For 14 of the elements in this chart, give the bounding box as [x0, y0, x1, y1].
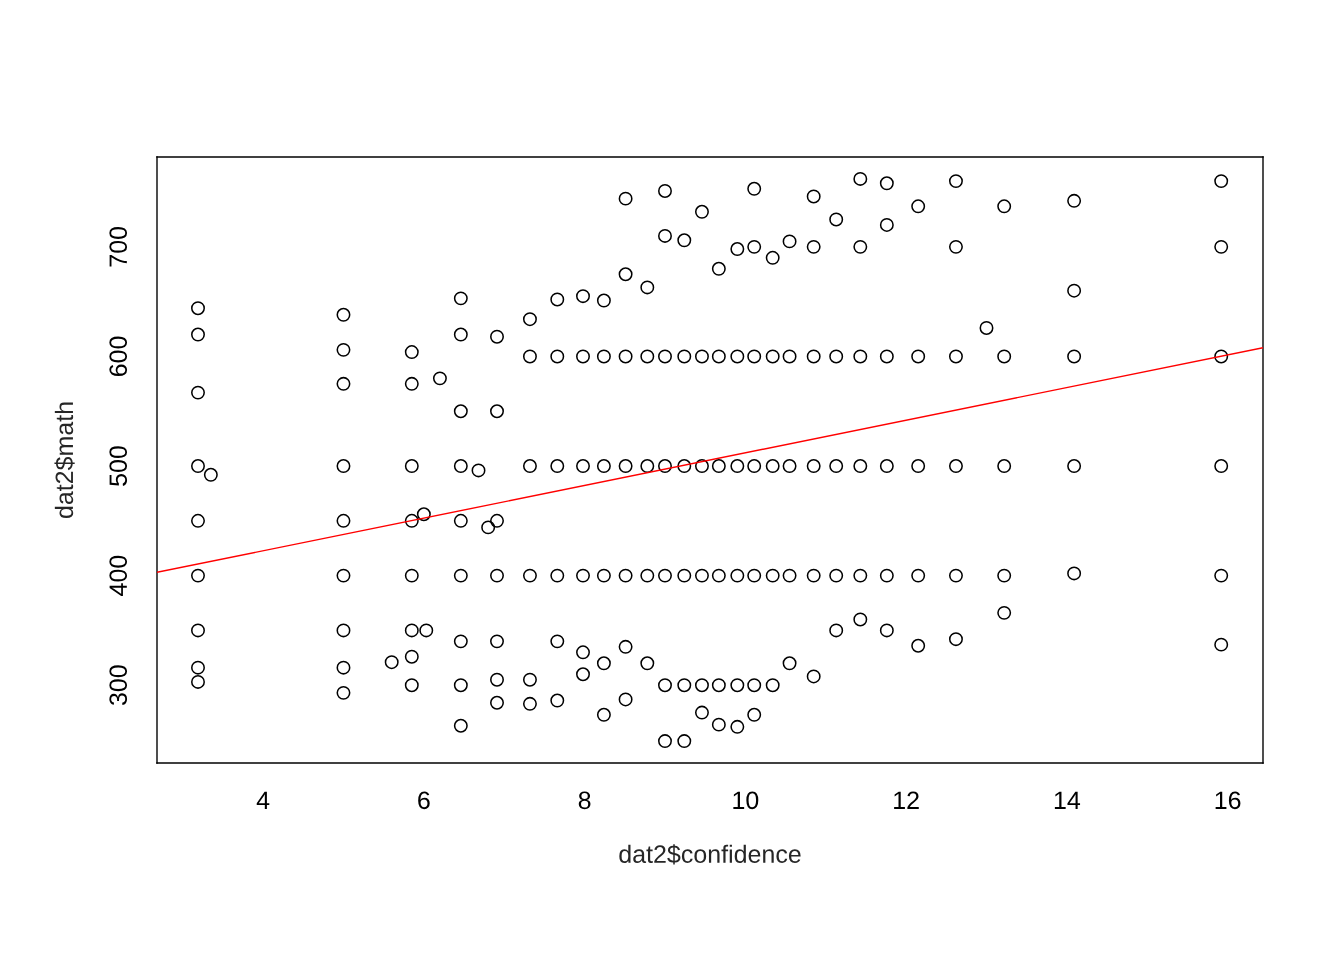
- x-tick-label: 16: [1215, 791, 1241, 810]
- x-tick-label: 14: [1054, 791, 1081, 809]
- x-tick-label: 12: [894, 791, 919, 809]
- y-tick-label: 300: [109, 665, 128, 706]
- x-tick-label: 6: [418, 791, 430, 810]
- y-axis-title: dat2$math: [54, 402, 75, 519]
- x-axis-title: dat2$confidence: [619, 844, 801, 865]
- y-tick-label: 500: [109, 446, 128, 486]
- x-tick-label: 10: [733, 791, 759, 810]
- x-tick-label: 4: [256, 791, 270, 809]
- y-tick-label: 600: [109, 336, 128, 377]
- y-tick-label: 700: [109, 226, 128, 267]
- y-tick-label: 400: [109, 555, 128, 596]
- x-tick-label: 8: [578, 791, 591, 810]
